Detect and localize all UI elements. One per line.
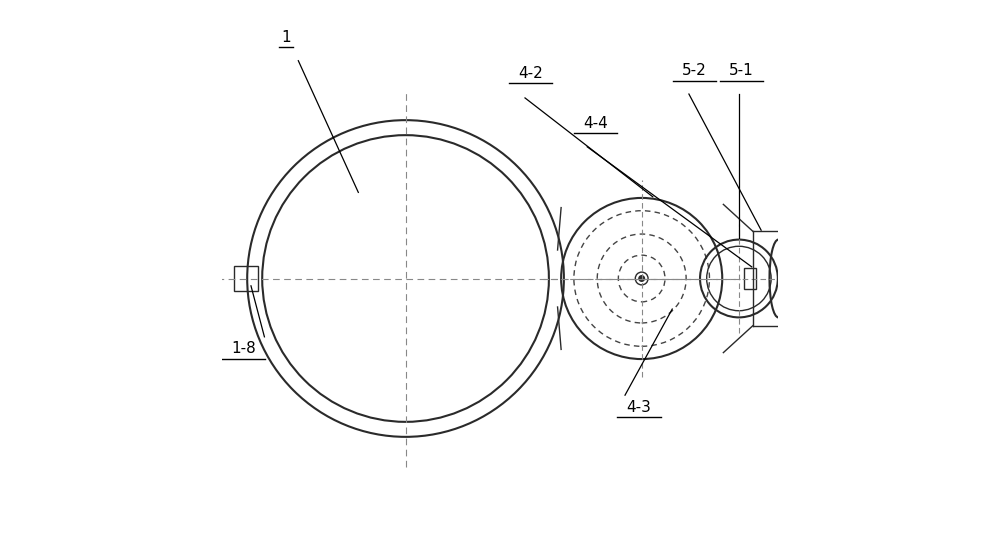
Bar	[234, 266, 258, 291]
Text: 4-4: 4-4	[583, 116, 608, 131]
Text: 1: 1	[281, 30, 291, 45]
Circle shape	[639, 276, 644, 281]
Text: 1-8: 1-8	[231, 341, 256, 356]
Bar	[744, 268, 756, 289]
Text: 5-1: 5-1	[729, 63, 754, 79]
Text: 4-3: 4-3	[626, 399, 651, 414]
Text: 4-2: 4-2	[518, 66, 543, 81]
Text: 5-2: 5-2	[682, 63, 707, 79]
